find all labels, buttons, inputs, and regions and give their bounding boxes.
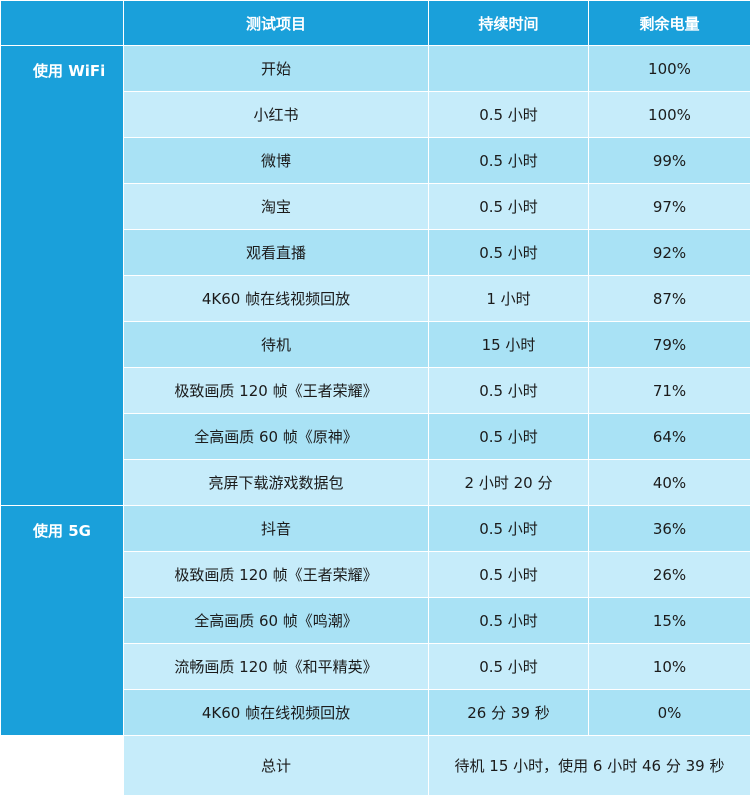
cell-duration: 0.5 小时 (428, 413, 589, 460)
cell-battery: 79% (588, 321, 750, 368)
table-body: 使用 WiFi 开始 100% 小红书 0.5 小时 100% 微博 0.5 小时 99% 淘宝 0… (0, 45, 750, 796)
cell-battery: 0% (588, 689, 750, 736)
cell-battery: 15% (588, 597, 750, 644)
table-row: 全高画质 60 帧《原神》 0.5 小时 64% (1, 413, 750, 460)
cell-battery: 87% (588, 275, 750, 322)
table-row: 淘宝 0.5 小时 97% (1, 183, 750, 230)
cell-duration: 0.5 小时 (428, 597, 589, 644)
cell-duration: 1 小时 (428, 275, 589, 322)
cell-duration (428, 45, 589, 92)
cell-battery: 10% (588, 643, 750, 690)
table-row: 亮屏下载游戏数据包 2 小时 20 分 40% (1, 459, 750, 506)
cell-battery: 92% (588, 229, 750, 276)
cell-duration: 0.5 小时 (428, 551, 589, 598)
cell-duration: 0.5 小时 (428, 505, 589, 552)
cell-item: 抖音 (123, 505, 429, 552)
table-row: 小红书 0.5 小时 100% (1, 91, 750, 138)
cell-item: 开始 (123, 45, 429, 92)
table-row: 观看直播 0.5 小时 92% (1, 229, 750, 276)
table-row: 使用 5G 抖音 0.5 小时 36% (0, 505, 750, 736)
header-group (0, 0, 124, 46)
cell-battery: 71% (588, 367, 750, 414)
cell-duration: 0.5 小时 (428, 643, 589, 690)
cell-battery: 100% (588, 45, 750, 92)
header-battery: 剩余电量 (588, 0, 750, 46)
cell-duration: 26 分 39 秒 (428, 689, 589, 736)
group-label-cell: 使用 5G (0, 505, 124, 736)
cell-battery: 100% (588, 91, 750, 138)
cell-item: 待机 (123, 321, 429, 368)
cell-item: 流畅画质 120 帧《和平精英》 (123, 643, 429, 690)
cell-battery: 99% (588, 137, 750, 184)
table-row: 4K60 帧在线视频回放 1 小时 87% (1, 275, 750, 322)
cell-duration: 0.5 小时 (428, 367, 589, 414)
cell-duration: 0.5 小时 (428, 137, 589, 184)
cell-duration: 0.5 小时 (428, 183, 589, 230)
cell-item: 极致画质 120 帧《王者荣耀》 (123, 367, 429, 414)
table-row: 全高画质 60 帧《鸣潮》 0.5 小时 15% (1, 597, 750, 644)
cell-item: 4K60 帧在线视频回放 (123, 275, 429, 322)
cell-duration: 0.5 小时 (428, 91, 589, 138)
cell-duration: 0.5 小时 (428, 229, 589, 276)
cell-battery: 26% (588, 551, 750, 598)
cell-battery: 40% (588, 459, 750, 506)
table-row: 流畅画质 120 帧《和平精英》 0.5 小时 10% (1, 643, 750, 690)
table-row: 4K60 帧在线视频回放 26 分 39 秒 0% (1, 689, 750, 736)
cell-duration: 15 小时 (428, 321, 589, 368)
cell-item: 4K60 帧在线视频回放 (123, 689, 429, 736)
cell-battery: 36% (588, 505, 750, 552)
header-item: 测试项目 (123, 0, 429, 46)
table-row: 待机 15 小时 79% (1, 321, 750, 368)
cell-item: 极致画质 120 帧《王者荣耀》 (123, 551, 429, 598)
cell-battery: 64% (588, 413, 750, 460)
header-row: 测试项目 持续时间 剩余电量 (0, 0, 750, 46)
cell-item: 观看直播 (123, 229, 429, 276)
table-row: 使用 WiFi 开始 100% (0, 45, 750, 506)
cell-item: 亮屏下载游戏数据包 (123, 459, 429, 506)
cell-item: 小红书 (123, 91, 429, 138)
cell-item: 全高画质 60 帧《原神》 (123, 413, 429, 460)
cell-battery: 97% (588, 183, 750, 230)
total-group-cell (0, 735, 124, 796)
cell-duration: 2 小时 20 分 (428, 459, 589, 506)
cell-item: 微博 (123, 137, 429, 184)
group-label: 使用 WiFi (33, 62, 106, 80)
total-row: 总计 待机 15 小时，使用 6 小时 46 分 39 秒 (0, 735, 750, 796)
cell-item: 淘宝 (123, 183, 429, 230)
table-row: 微博 0.5 小时 99% (1, 137, 750, 184)
header-duration: 持续时间 (428, 0, 589, 46)
total-label: 总计 (123, 735, 429, 796)
group-label: 使用 5G (33, 522, 91, 540)
table-row: 极致画质 120 帧《王者荣耀》 0.5 小时 71% (1, 367, 750, 414)
cell-item: 全高画质 60 帧《鸣潮》 (123, 597, 429, 644)
group-label-cell: 使用 WiFi (0, 45, 124, 506)
total-value: 待机 15 小时，使用 6 小时 46 分 39 秒 (428, 735, 750, 796)
